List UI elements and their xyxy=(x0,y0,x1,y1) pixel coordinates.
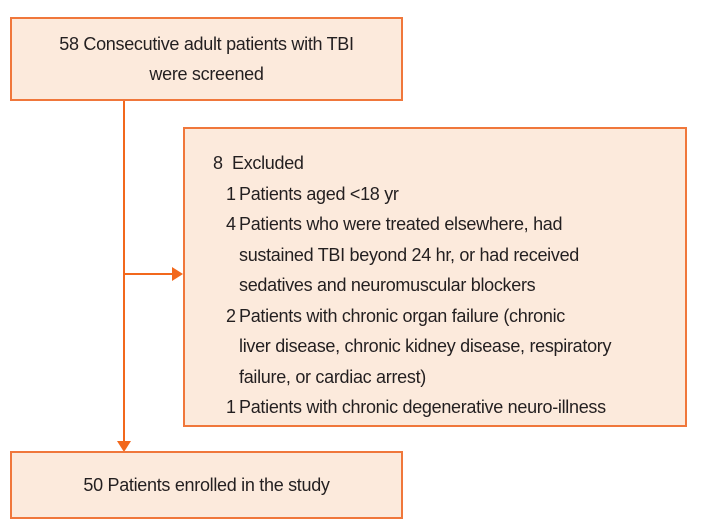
excluded-item-text-line: failure, or cardiac arrest) xyxy=(239,366,426,387)
enrolled-box: 50 Patients enrolled in the study xyxy=(10,451,403,519)
arrow-right-icon xyxy=(172,267,183,281)
excluded-item-count: 1 xyxy=(226,183,236,204)
excluded-count: 8 xyxy=(213,153,223,173)
excluded-item-text: Patients who were treated elsewhere, had… xyxy=(239,209,579,301)
excluded-item: 2 Patients with chronic organ failure (c… xyxy=(226,301,671,393)
excluded-item-text-line: Patients aged <18 yr xyxy=(239,183,399,204)
excluded-item-text: Patients aged <18 yr xyxy=(239,179,399,210)
connector-vertical-line xyxy=(123,101,125,441)
screened-box: 58 Consecutive adult patients with TBI w… xyxy=(10,17,403,101)
excluded-item-text: Patients with chronic organ failure (chr… xyxy=(239,301,611,393)
excluded-title: 8 Excluded xyxy=(213,148,671,179)
excluded-item: 1 Patients aged <18 yr xyxy=(226,179,671,210)
excluded-item: 1 Patients with chronic degenerative neu… xyxy=(226,392,671,423)
excluded-item-text-line: Patients with chronic organ failure (chr… xyxy=(239,305,565,326)
excluded-label: Excluded xyxy=(232,153,304,173)
excluded-item-text-line: Patients who were treated elsewhere, had xyxy=(239,214,563,234)
screened-text-line: 58 Consecutive adult patients with TBI xyxy=(59,34,354,54)
excluded-items: 1 Patients aged <18 yr 4 Patients who we… xyxy=(226,179,671,423)
excluded-item-text-line: sedatives and neuromuscular blockers xyxy=(239,275,536,295)
screened-text-line: were screened xyxy=(149,64,264,84)
excluded-item-text-line: sustained TBI beyond 24 hr, or had recei… xyxy=(239,244,579,265)
enrolled-text: 50 Patients enrolled in the study xyxy=(83,474,330,495)
excluded-item-count: 2 xyxy=(226,305,236,326)
excluded-item-count: 1 xyxy=(226,397,236,417)
arrow-down-icon xyxy=(117,441,131,452)
excluded-item: 4 Patients who were treated elsewhere, h… xyxy=(226,209,671,301)
excluded-item-count: 4 xyxy=(226,214,236,234)
excluded-item-text: Patients with chronic degenerative neuro… xyxy=(239,392,606,423)
excluded-item-text-line: Patients with chronic degenerative neuro… xyxy=(239,397,606,417)
excluded-item-text-line: liver disease, chronic kidney disease, r… xyxy=(239,336,612,356)
excluded-box: 8 Excluded 1 Patients aged <18 yr 4 Pati… xyxy=(183,127,687,427)
connector-horizontal-line xyxy=(124,273,172,275)
